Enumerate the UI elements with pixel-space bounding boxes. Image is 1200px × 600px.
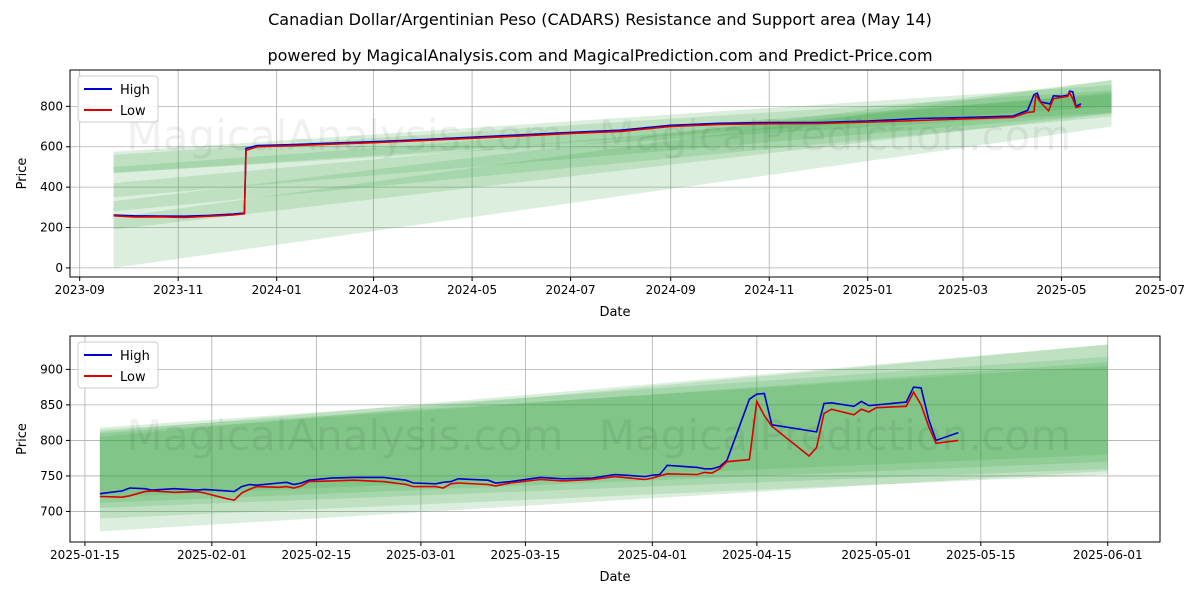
band-1 [113, 85, 1112, 173]
legend: High Low [77, 341, 159, 389]
x-tick-label: 2025-03 [938, 283, 988, 297]
x-tick-label: 2025-05-01 [841, 548, 911, 562]
chart-title: Canadian Dollar/Argentinian Peso (CADARS… [268, 10, 932, 29]
x-tick-label: 2024-07 [546, 283, 596, 297]
watermark-text: MagicalPrediction.com [599, 111, 1072, 160]
series-line-low [99, 390, 959, 501]
band-5 [99, 344, 1108, 532]
x-tick-label: 2025-03-01 [386, 548, 456, 562]
legend-label-high: High [120, 349, 150, 364]
x-tick-label: 2024-11 [744, 283, 794, 297]
y-axis-label: Price [15, 423, 30, 455]
y-tick-label: 700 [40, 504, 63, 518]
x-tick-label: 2025-01 [843, 283, 893, 297]
support-resistance-bands [113, 80, 1112, 268]
y-tick-label: 800 [40, 99, 63, 113]
y-tick-label: 750 [40, 469, 63, 483]
x-tick-label: 2025-05 [1036, 283, 1086, 297]
y-tick-label: 600 [40, 140, 63, 154]
x-tick-label: 2024-01 [252, 283, 302, 297]
band-4 [99, 344, 1108, 519]
y-axis-label: Price [15, 158, 30, 190]
support-resistance-bands [99, 344, 1108, 532]
x-tick-label: 2025-02-01 [177, 548, 247, 562]
plot-frame [69, 335, 1161, 543]
watermark-text: MagicalAnalysis.com [127, 111, 564, 160]
x-axis-label: Date [599, 305, 630, 320]
band-6 [113, 80, 1112, 268]
x-tick-label: 2024-09 [646, 283, 696, 297]
legend-label-high: High [120, 83, 150, 98]
band-3 [113, 94, 1112, 198]
x-tick-label: 2025-01-15 [50, 548, 120, 562]
chart-subtitle: powered by MagicalAnalysis.com and Magic… [267, 46, 933, 65]
y-tick-label: 200 [40, 221, 63, 235]
series-line-high [99, 386, 959, 495]
x-tick-label: 2025-03-15 [491, 548, 561, 562]
plot-frame [69, 69, 1161, 278]
x-tick-label: 2025-04-01 [617, 548, 687, 562]
legend: High Low [77, 75, 159, 123]
band-3 [99, 356, 1108, 508]
y-tick-label: 800 [40, 433, 63, 447]
x-tick-label: 2025-04-15 [722, 548, 792, 562]
band-5 [113, 80, 1112, 230]
x-tick-label: 2024-05 [447, 283, 497, 297]
x-tick-label: 2023-11 [153, 283, 203, 297]
x-axis-label: Date [599, 570, 630, 585]
watermark-text: MagicalPrediction.com [599, 411, 1072, 460]
y-tick-label: 850 [40, 398, 63, 412]
y-tick-label: 0 [55, 261, 63, 275]
band-1 [99, 362, 1108, 498]
band-2 [99, 365, 1108, 503]
legend-label-low: Low [120, 104, 146, 119]
panel-1: MagicalAnalysis.com MagicalPrediction.com… [15, 69, 1185, 320]
series-line-low [113, 90, 1082, 219]
x-tick-label: 2025-07 [1135, 283, 1185, 297]
x-tick-label: 2024-03 [349, 283, 399, 297]
x-tick-label: 2025-02-15 [281, 548, 351, 562]
x-tick-label: 2025-05-15 [946, 548, 1016, 562]
y-tick-label: 900 [40, 362, 63, 376]
x-tick-label: 2025-06-01 [1073, 548, 1143, 562]
legend-label-low: Low [120, 370, 146, 385]
panel-2: MagicalAnalysis.com MagicalPrediction.com… [15, 335, 1161, 585]
y-tick-label: 400 [40, 180, 63, 194]
watermark-text: MagicalAnalysis.com [127, 411, 564, 460]
x-tick-label: 2023-09 [55, 283, 105, 297]
